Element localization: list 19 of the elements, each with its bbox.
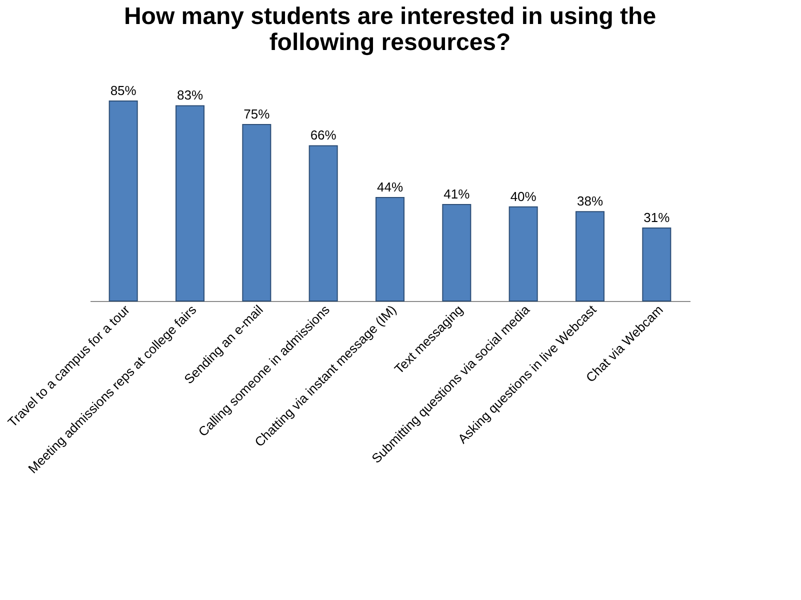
data-label: 41% [444,186,470,202]
data-label: 38% [576,194,604,209]
data-label: 83% [176,88,204,103]
bar [576,211,604,302]
data-label: 44% [376,179,404,194]
bar [108,100,138,302]
bar [242,124,272,302]
bar [442,204,472,302]
data-label: 31% [644,210,670,226]
bar [508,206,538,302]
data-label: 66% [310,128,337,143]
bar [642,228,672,302]
data-label: 40% [510,188,537,204]
data-label: 75% [244,106,270,122]
bar [376,196,404,302]
chart-title: How many students are interested in using the following resources? [124,3,656,56]
bar [176,105,204,302]
data-label: 85% [110,83,137,98]
bar [308,145,338,302]
